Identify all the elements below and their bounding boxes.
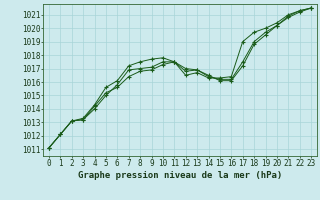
X-axis label: Graphe pression niveau de la mer (hPa): Graphe pression niveau de la mer (hPa)	[78, 171, 282, 180]
